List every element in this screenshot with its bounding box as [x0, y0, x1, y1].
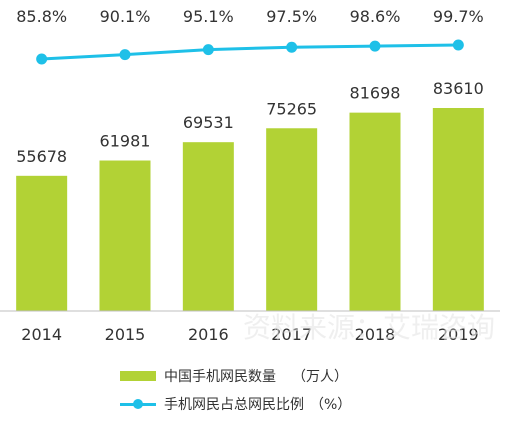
- line-point-2018: [369, 40, 381, 52]
- bar-2018: [349, 112, 401, 312]
- x-tick-label-2019: 2019: [438, 325, 479, 344]
- legend-line-marker: [133, 399, 143, 409]
- line-series: [36, 39, 464, 65]
- x-tick-label-2014: 2014: [21, 325, 62, 344]
- legend-bar-label: 中国手机网民数量: [164, 369, 276, 385]
- line-point-2017: [286, 41, 298, 53]
- bar-value-label-2018: 81698: [350, 84, 401, 103]
- bar-value-label-2016: 69531: [183, 113, 234, 132]
- x-tick-label-2016: 2016: [188, 325, 229, 344]
- legend-bar: 中国手机网民数量 （万人）: [120, 366, 348, 386]
- bar-value-labels: 55678 61981 69531 75265 81698 83610: [16, 79, 484, 166]
- bar-value-label-2015: 61981: [100, 132, 151, 151]
- line-value-label-2015: 90.1%: [100, 7, 151, 26]
- x-tick-label-2017: 2017: [271, 325, 312, 344]
- bar-2019: [432, 108, 484, 311]
- bar-value-label-2019: 83610: [433, 79, 484, 98]
- line-point-2016: [202, 44, 214, 56]
- line-value-label-2017: 97.5%: [266, 7, 317, 26]
- line-value-label-2014: 85.8%: [16, 7, 67, 26]
- bar-series: [16, 108, 484, 312]
- x-axis-tick-labels: 2014 2015 2016 2017 2018 2019: [21, 325, 478, 344]
- line-value-label-2018: 98.6%: [350, 7, 401, 26]
- line-value-labels: 85.8% 90.1% 95.1% 97.5% 98.6% 99.7%: [16, 7, 483, 26]
- line-point-2014: [36, 53, 48, 65]
- watermark: 资料来源：艾瑞咨询: [243, 311, 495, 344]
- line-value-label-2019: 99.7%: [433, 7, 484, 26]
- x-tick-label-2015: 2015: [105, 325, 146, 344]
- bar-2015: [99, 160, 151, 311]
- bar-value-label-2017: 75265: [266, 99, 317, 118]
- line-point-2019: [452, 39, 464, 51]
- legend-line-swatch: [120, 398, 156, 410]
- bar-value-label-2014: 55678: [16, 147, 67, 166]
- legend-line-label: 手机网民占总网民比例: [164, 397, 304, 413]
- legend-line-unit: （%）: [310, 397, 352, 413]
- line-path: [41, 43, 459, 61]
- line-value-label-2016: 95.1%: [183, 7, 234, 26]
- bar-2017: [266, 128, 318, 311]
- line-point-2015: [119, 49, 131, 61]
- bar-2016: [182, 142, 234, 311]
- legend-bar-swatch: [120, 371, 156, 381]
- x-tick-label-2018: 2018: [355, 325, 396, 344]
- bar-2014: [16, 175, 68, 311]
- legend-bar-unit: （万人）: [292, 369, 348, 385]
- legend-line: 手机网民占总网民比例 （%）: [120, 394, 351, 414]
